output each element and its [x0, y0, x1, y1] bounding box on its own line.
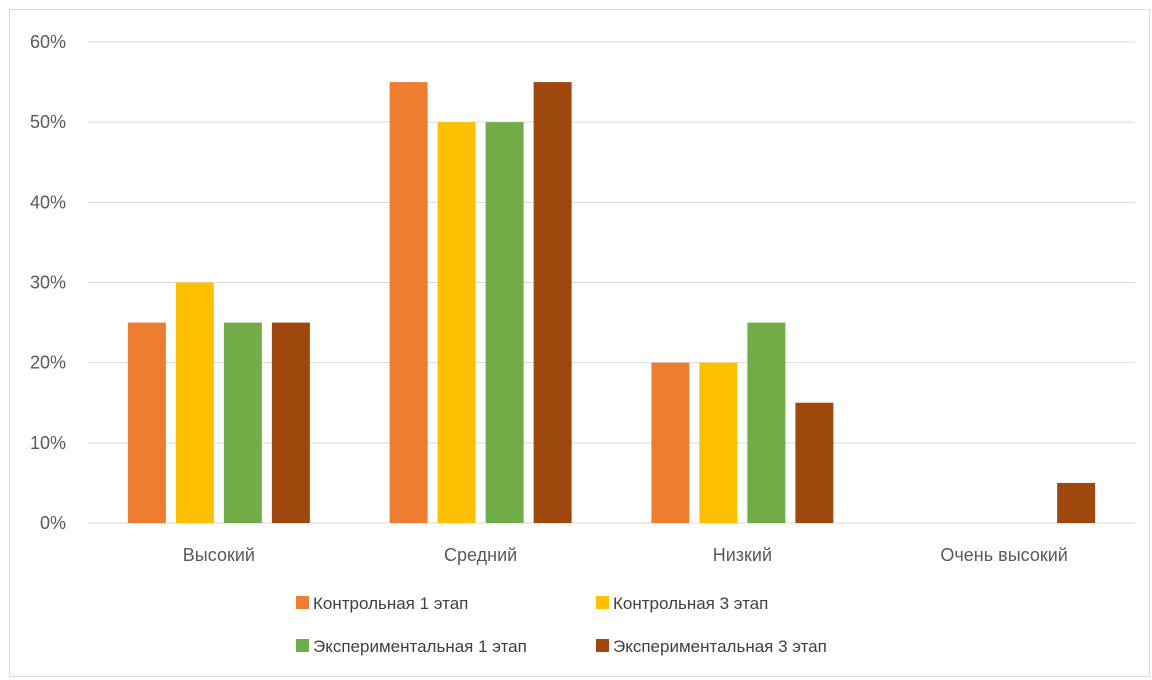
bar — [437, 122, 476, 524]
y-axis-ticks: 0% 10% 20% 30% 40% 50% 60% — [30, 32, 66, 533]
legend-swatch — [296, 639, 309, 652]
x-category-label: Низкий — [713, 545, 772, 565]
bar — [127, 322, 166, 523]
y-tick-label: 60% — [30, 32, 66, 52]
bar — [651, 362, 690, 523]
y-tick-label: 40% — [30, 192, 66, 212]
bar — [223, 322, 262, 523]
bar — [533, 82, 572, 523]
y-tick-label: 20% — [30, 353, 66, 373]
y-tick-label: 50% — [30, 112, 66, 132]
legend-label: Контрольная 1 этап — [313, 594, 468, 613]
bar — [1057, 482, 1096, 523]
bar — [485, 122, 524, 524]
legend-label: Контрольная 3 этап — [613, 594, 768, 613]
y-tick-label: 0% — [40, 513, 66, 533]
x-category-label: Очень высокий — [940, 545, 1067, 565]
legend-label: Экспериментальная 3 этап — [613, 637, 827, 656]
x-category-label: Средний — [444, 545, 517, 565]
x-axis-labels: Высокий Средний Низкий Очень высокий — [183, 545, 1068, 565]
bar — [389, 82, 428, 523]
legend-swatch — [596, 596, 609, 609]
bar — [175, 282, 214, 523]
bar — [271, 322, 310, 523]
y-tick-label: 10% — [30, 433, 66, 453]
gridlines — [88, 41, 1135, 524]
y-tick-label: 30% — [30, 273, 66, 293]
legend: Контрольная 1 этап Контрольная 3 этап Эксп… — [296, 594, 827, 656]
bar — [699, 362, 738, 523]
x-category-label: Высокий — [183, 545, 255, 565]
bar — [795, 402, 834, 523]
legend-swatch — [596, 639, 609, 652]
bars — [127, 82, 1096, 524]
legend-label: Экспериментальная 1 этап — [313, 637, 527, 656]
legend-swatch — [296, 596, 309, 609]
bar — [747, 322, 786, 523]
